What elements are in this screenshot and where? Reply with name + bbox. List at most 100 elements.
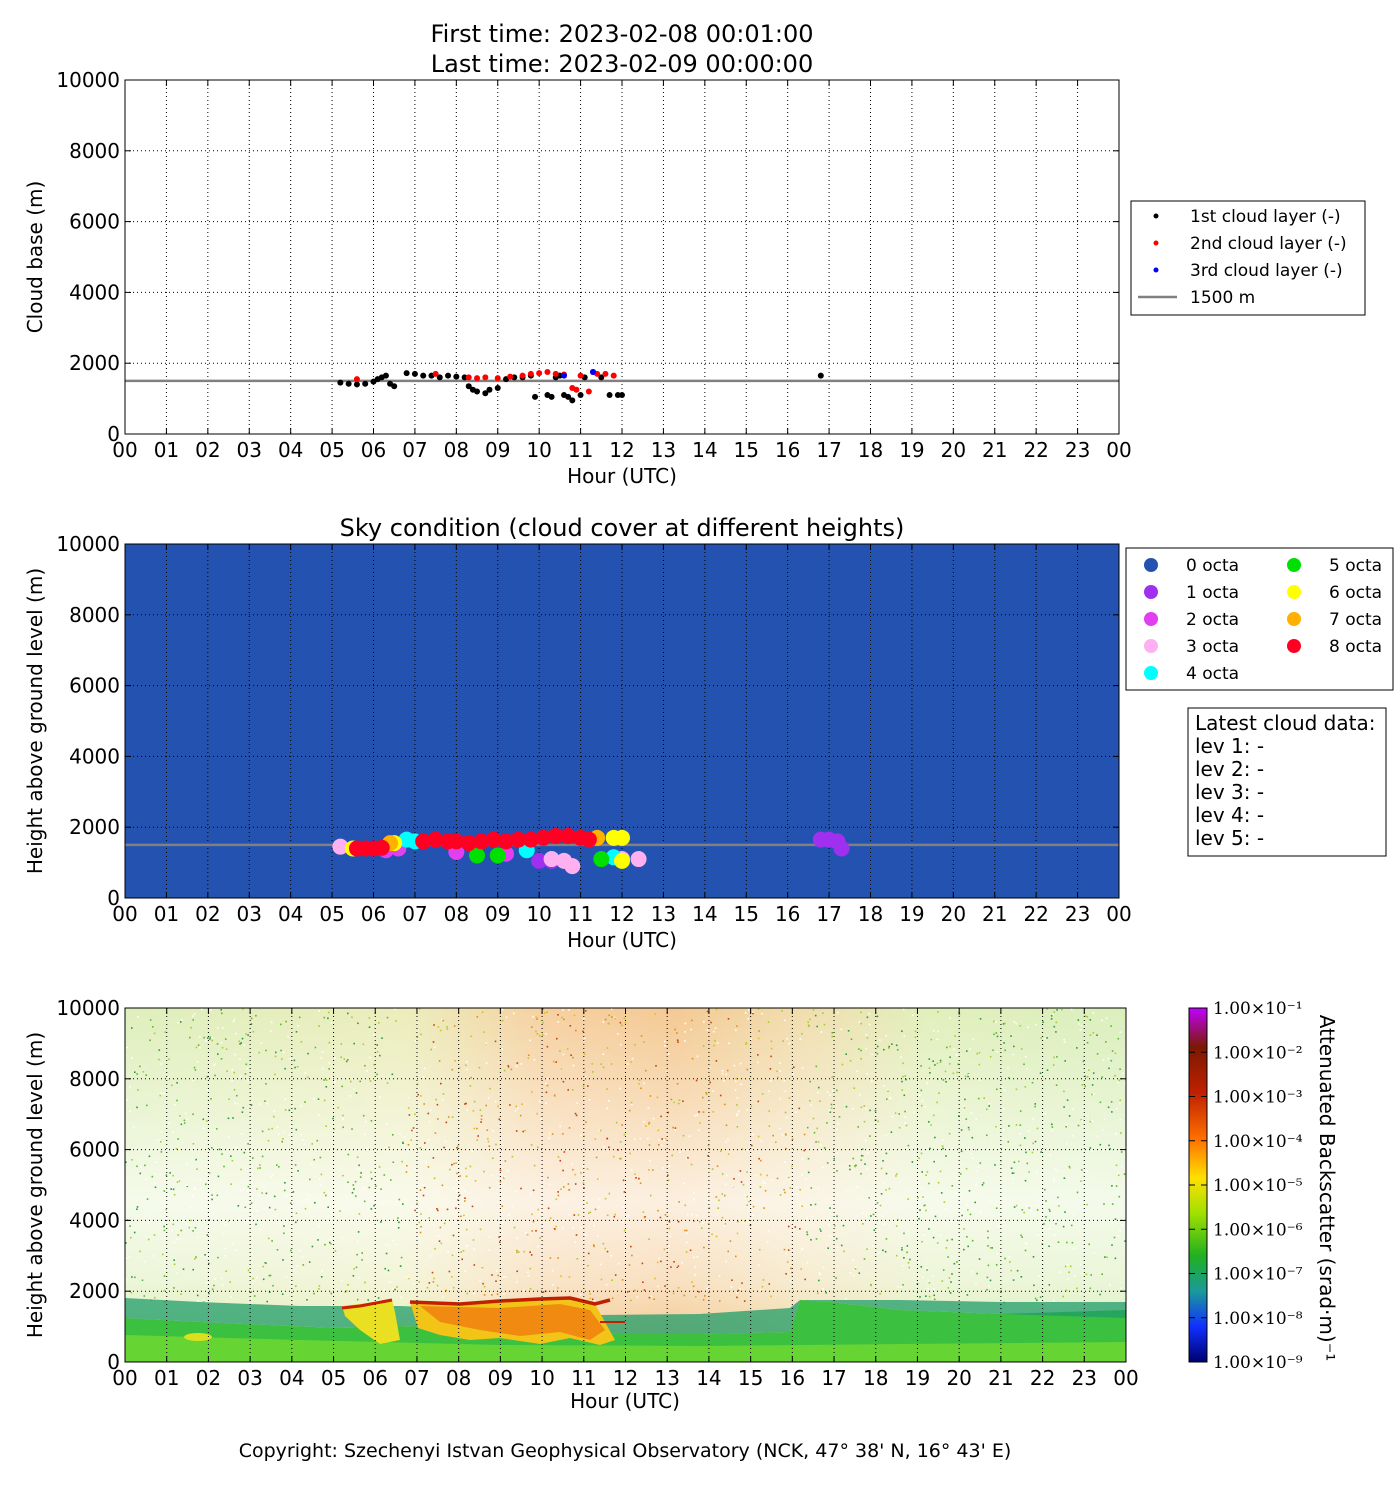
noise-speck — [185, 1163, 188, 1165]
noise-speck — [988, 1102, 991, 1105]
noise-speck — [975, 1169, 978, 1172]
noise-speck — [451, 1068, 454, 1071]
noise-speck — [537, 1146, 539, 1149]
noise-speck — [160, 1141, 162, 1143]
noise-speck — [901, 1264, 904, 1267]
noise-speck — [602, 1053, 605, 1055]
noise-speck — [761, 1182, 764, 1184]
noise-speck — [341, 1085, 343, 1088]
noise-speck — [779, 1194, 782, 1196]
noise-speck — [947, 1287, 950, 1289]
noise-speck — [568, 1213, 570, 1216]
colorbar-label: Attenuated Backscatter (srad·m)⁻¹ — [1315, 1015, 1339, 1362]
noise-speck — [174, 1104, 176, 1106]
noise-speck — [1012, 1172, 1015, 1174]
noise-speck — [136, 1106, 138, 1109]
noise-speck — [884, 1250, 887, 1253]
noise-speck — [203, 1036, 205, 1039]
noise-speck — [157, 1138, 160, 1141]
noise-speck — [633, 1289, 636, 1292]
noise-speck — [214, 1063, 216, 1065]
noise-speck — [838, 1116, 841, 1118]
x-axis-label: Hour (UTC) — [567, 464, 677, 488]
cloud-base-echo-line — [341, 1298, 393, 1310]
noise-speck — [575, 1234, 578, 1236]
noise-speck — [1058, 1205, 1060, 1207]
noise-speck — [843, 1250, 845, 1253]
noise-speck — [600, 1278, 603, 1281]
noise-speck — [378, 1166, 381, 1168]
noise-speck — [529, 1288, 532, 1290]
noise-speck — [562, 1009, 564, 1011]
noise-speck — [151, 1175, 154, 1178]
noise-speck — [1114, 1052, 1117, 1055]
x-tick-label: 21 — [982, 438, 1007, 462]
noise-speck — [1007, 1067, 1009, 1069]
noise-speck — [456, 1147, 458, 1149]
noise-speck — [405, 1171, 408, 1173]
noise-speck — [901, 1080, 903, 1083]
noise-speck — [370, 1171, 372, 1174]
noise-speck — [920, 1089, 923, 1092]
noise-speck — [939, 1170, 942, 1173]
noise-speck — [451, 1116, 454, 1118]
noise-speck — [621, 1221, 624, 1224]
noise-speck — [1013, 1021, 1015, 1023]
noise-speck — [928, 1182, 930, 1185]
noise-speck — [492, 1157, 494, 1159]
noise-speck — [317, 1239, 319, 1241]
cloud-base-point-layer-2 — [432, 370, 439, 377]
noise-speck — [1114, 1257, 1117, 1260]
noise-speck — [213, 1064, 216, 1066]
noise-speck — [446, 1208, 449, 1211]
noise-speck — [1123, 1173, 1126, 1175]
noise-speck — [1056, 1056, 1058, 1058]
noise-speck — [777, 1076, 779, 1079]
noise-speck — [560, 1188, 562, 1190]
noise-speck — [866, 1167, 868, 1170]
noise-speck — [943, 1201, 946, 1203]
noise-speck — [319, 1184, 322, 1186]
noise-speck — [242, 1106, 245, 1109]
y-tick-label: 10000 — [56, 996, 120, 1020]
noise-speck — [494, 1040, 497, 1043]
noise-speck — [347, 1153, 350, 1156]
noise-speck — [920, 1065, 922, 1067]
cloud-echo — [341, 1296, 625, 1345]
noise-speck — [785, 1252, 788, 1255]
latest-cloud-data-frame — [1187, 707, 1387, 857]
noise-speck — [512, 1012, 515, 1015]
x-tick-label: 06 — [363, 1366, 388, 1390]
noise-speck — [341, 1236, 343, 1239]
noise-speck — [902, 1008, 905, 1011]
noise-speck — [648, 1238, 650, 1240]
noise-speck — [429, 1208, 432, 1211]
y-tick-label: 4000 — [69, 280, 120, 304]
noise-speck — [330, 1211, 333, 1213]
noise-speck — [865, 1047, 867, 1050]
noise-speck — [584, 1010, 587, 1012]
noise-speck — [416, 1202, 418, 1205]
noise-speck — [661, 1138, 663, 1140]
noise-speck — [736, 1025, 738, 1027]
noise-speck — [1055, 1031, 1057, 1033]
noise-speck — [504, 1160, 507, 1162]
noise-speck — [325, 1079, 328, 1081]
noise-speck — [714, 1027, 717, 1029]
noise-speck — [492, 1130, 495, 1132]
noise-speck — [428, 1120, 431, 1123]
x-tick-label: 17 — [816, 438, 841, 462]
noise-speck — [146, 1104, 148, 1107]
noise-speck — [613, 1016, 616, 1019]
noise-speck — [200, 1187, 202, 1189]
noise-speck — [261, 1130, 264, 1133]
noise-speck — [822, 1266, 825, 1269]
noise-speck — [573, 1214, 576, 1216]
cloud-base-point-layer-1 — [420, 372, 427, 379]
noise-speck — [792, 1073, 794, 1075]
noise-speck — [359, 1176, 362, 1178]
noise-speck — [148, 1155, 151, 1158]
noise-speck — [523, 1289, 525, 1292]
noise-speck — [807, 1021, 809, 1023]
noise-speck — [430, 1048, 432, 1051]
